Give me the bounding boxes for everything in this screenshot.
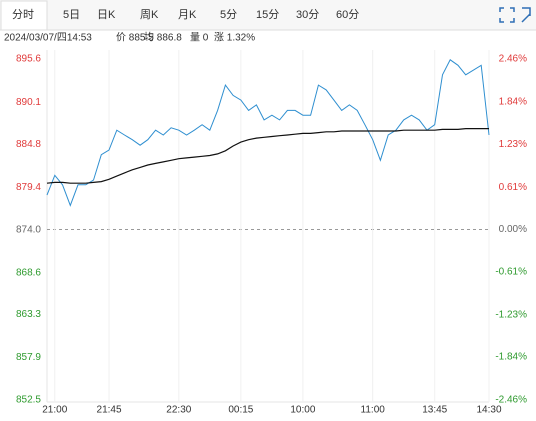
tab[interactable]: 30分 xyxy=(296,8,319,21)
y2-tick-label: 2.46% xyxy=(499,54,527,65)
y-tick-label: 879.4 xyxy=(16,182,41,193)
tab[interactable]: 5分 xyxy=(220,8,237,21)
y2-tick-label: -2.46% xyxy=(495,395,527,406)
tab[interactable]: 周K xyxy=(140,8,159,21)
x-tick-label: 11:00 xyxy=(361,405,386,416)
y2-tick-label: 1.84% xyxy=(499,97,527,108)
info-text: 量 0 xyxy=(190,32,209,44)
y-tick-label: 895.6 xyxy=(16,54,41,65)
info-text: 均 886.8 xyxy=(144,32,182,44)
tab-selected-bg xyxy=(0,0,48,31)
fullscreen-icon[interactable] xyxy=(499,7,515,23)
tab[interactable]: 15分 xyxy=(256,8,279,21)
info-text: 涨 1.32% xyxy=(214,32,255,44)
x-tick-label: 13:45 xyxy=(422,405,447,416)
y-tick-label: 852.5 xyxy=(16,395,41,406)
price-line xyxy=(46,59,490,207)
tab[interactable]: 月K xyxy=(178,9,197,21)
tab[interactable]: 60分 xyxy=(336,8,359,21)
x-tick-label: 14:30 xyxy=(476,405,501,416)
tab[interactable]: 5日 xyxy=(63,9,80,21)
y-tick-label: 857.9 xyxy=(16,352,41,363)
x-tick-label: 10:00 xyxy=(290,405,315,416)
y2-tick-label: -1.23% xyxy=(495,309,527,320)
y-tick-label: 868.6 xyxy=(16,267,41,278)
y2-tick-label: 0.61% xyxy=(499,182,527,193)
y2-tick-label: 1.23% xyxy=(499,139,527,150)
y2-tick-label: -1.84% xyxy=(495,352,527,363)
y-tick-label: 884.8 xyxy=(16,139,41,150)
x-tick-label: 21:45 xyxy=(97,405,122,416)
expand-icon[interactable] xyxy=(521,7,531,23)
x-tick-label: 00:15 xyxy=(228,405,253,416)
info-text: 2024/03/07/四14:53 xyxy=(4,33,92,44)
y2-tick-label: 0.00% xyxy=(499,224,527,235)
x-tick-label: 22:30 xyxy=(166,405,191,416)
y-tick-label: 890.1 xyxy=(16,97,41,108)
x-tick-label: 21:00 xyxy=(42,405,67,416)
tab[interactable]: 分时 xyxy=(12,8,34,21)
tab-bar xyxy=(0,0,536,30)
y-tick-label: 874.0 xyxy=(16,225,41,236)
y-tick-label: 863.3 xyxy=(16,309,41,320)
y2-tick-label: -0.61% xyxy=(495,266,527,277)
average-line xyxy=(46,128,489,184)
tab[interactable]: 日K xyxy=(97,9,116,21)
info-text: 价 885.5 xyxy=(116,32,154,44)
